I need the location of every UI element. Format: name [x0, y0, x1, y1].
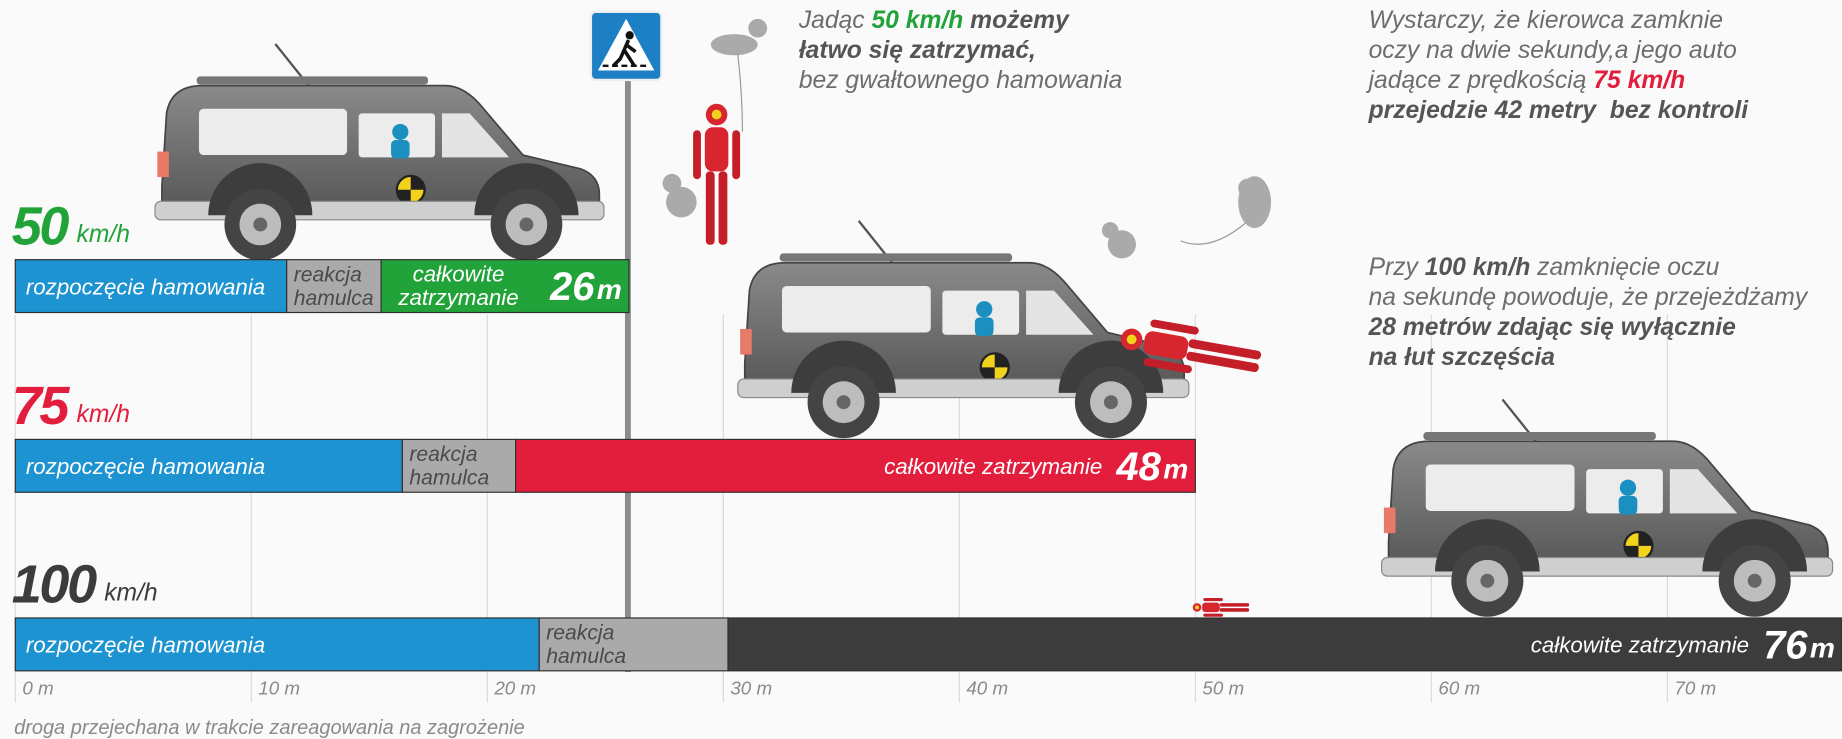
annotation-line: łatwo się zatrzymać, — [799, 37, 1036, 64]
speed-unit: km/h — [104, 579, 157, 606]
page: Droga hamowania {"chart_data": { "type":… — [0, 0, 1842, 739]
annotation-line: bez gwałtownego hamowania — [799, 67, 1122, 94]
annotation-run: bez gwałtownego hamowania — [799, 67, 1122, 94]
annotation-run: Przy — [1369, 254, 1425, 281]
annotation-run: jadące z prędkością — [1366, 67, 1594, 94]
speed-unit: km/h — [77, 401, 130, 428]
segment-label: rozpoczęcie hamowania — [26, 274, 265, 299]
annotation-line: Wystarczy, że kierowca zamknie — [1369, 7, 1723, 34]
speed-label: 50 — [12, 196, 70, 256]
annotation-run: łatwo się zatrzymać, — [799, 37, 1036, 64]
annotation-line: na łut szczęścia — [1369, 344, 1555, 371]
total-unit: m — [597, 273, 622, 305]
segment-label: rozpoczęcie hamowania — [26, 633, 265, 658]
crash-dummy — [693, 104, 740, 245]
total-label: 26 — [549, 265, 595, 309]
annotation-run: Wystarczy, że kierowca zamknie — [1369, 7, 1723, 34]
annotation-line: Przy 100 km/h zamknięcie oczu — [1369, 254, 1720, 281]
car-illustration — [155, 44, 604, 260]
car-illustration — [1382, 399, 1833, 616]
sign-pole — [625, 78, 631, 672]
x-tick-label: 10 m — [258, 677, 300, 698]
crash-dummy-lying — [1193, 598, 1249, 617]
annotation-line: na sekundę powoduje, że przejeżdżamy — [1369, 284, 1809, 311]
annotation-run: zamknięcie oczu — [1530, 254, 1719, 281]
annotation-line: oczy na dwie sekundy,a jego auto — [1369, 37, 1737, 64]
x-tick-label: 50 m — [1202, 677, 1244, 698]
x-axis-title: droga przejechana w trakcie zareagowania… — [14, 717, 525, 739]
annotation-run: możemy — [963, 7, 1070, 34]
annotation-run: 28 metrów zdając się wyłącznie — [1368, 314, 1737, 341]
annotation-run: oczy na dwie sekundy,a jego auto — [1369, 37, 1737, 64]
annotation-run: na sekundę powoduje, że przejeżdżamy — [1369, 284, 1809, 311]
total-label: 76 — [1763, 623, 1808, 667]
annotation-line: Jadąc 50 km/h możemy — [798, 7, 1070, 34]
total-label: 48 — [1115, 445, 1161, 489]
annotation-run: 75 km/h — [1593, 67, 1685, 94]
annotation-run: 50 km/h — [871, 7, 963, 34]
x-tick-label: 60 m — [1438, 677, 1480, 698]
crossing-sign — [591, 12, 661, 80]
annotation-run: 100 km/h — [1425, 254, 1531, 281]
annotation-line: przejedzie 42 metry bez kontroli — [1368, 97, 1750, 124]
total-unit: m — [1163, 453, 1188, 485]
x-tick-label: 70 m — [1674, 677, 1716, 698]
speed-label: 100 — [12, 555, 97, 615]
segment-label: rozpoczęcie hamowania — [26, 454, 265, 479]
body: 0 m 10 m 20 m 30 m 40 m 50 m 60 m 70 m droga prz… — [0, 0, 1842, 739]
annotation-line: 28 metrów zdając się wyłącznie — [1368, 314, 1737, 341]
annotation-run: na łut szczęścia — [1369, 344, 1555, 371]
speed-label: 75 — [12, 376, 71, 436]
annotation-run: przejedzie 42 metry bez kontroli — [1368, 97, 1750, 124]
annotation-run: Jadąc — [798, 7, 872, 34]
infographic: 0 m 10 m 20 m 30 m 40 m 50 m 60 m 70 m droga prz… — [0, 0, 1842, 739]
x-tick-label: 0 m — [22, 677, 53, 698]
total-unit: m — [1810, 631, 1835, 663]
speed-unit: km/h — [77, 221, 130, 248]
x-tick-label: 20 m — [493, 677, 536, 698]
segment-label: całkowite zatrzymanie — [1531, 633, 1749, 658]
x-tick-label: 30 m — [730, 677, 772, 698]
annotation-line: jadące z prędkością 75 km/h — [1366, 67, 1686, 94]
segment-label: całkowite zatrzymanie — [884, 454, 1102, 479]
x-tick-label: 40 m — [966, 677, 1008, 698]
